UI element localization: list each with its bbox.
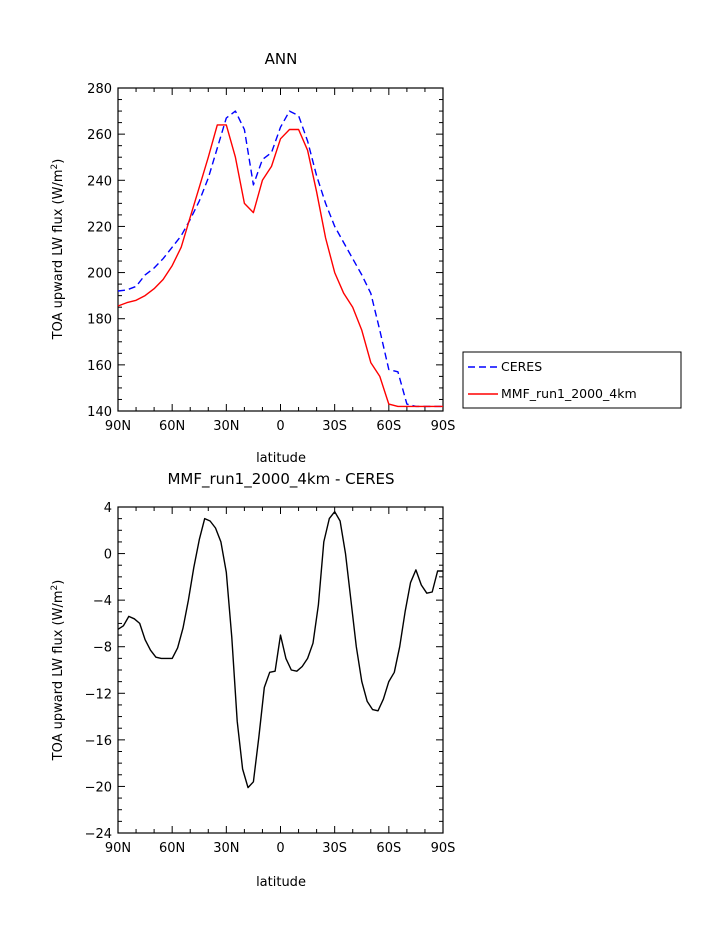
top-y-ticks: 140 160 180 200 220 240 260 280 bbox=[87, 82, 443, 420]
top-y-tick-label: 280 bbox=[87, 82, 112, 97]
bottom-y-ticks: −24 −20 −16 −12 −8 −4 0 4 bbox=[85, 501, 443, 842]
top-x-tick-label: 30N bbox=[213, 419, 239, 434]
bottom-x-tick-label: 30S bbox=[322, 841, 347, 856]
top-x-tick-label: 0 bbox=[276, 419, 284, 434]
bottom-x-tick-label: 0 bbox=[276, 841, 284, 856]
top-x-axis-label: latitude bbox=[256, 451, 306, 466]
bottom-x-tick-label: 30N bbox=[213, 841, 239, 856]
bottom-y-tick-label: −12 bbox=[85, 687, 112, 702]
legend-box bbox=[462, 351, 682, 409]
bottom-y-tick-label: −20 bbox=[85, 780, 112, 795]
bottom-y-tick-label: −24 bbox=[85, 827, 112, 842]
top-x-tick-label: 90S bbox=[431, 419, 456, 434]
bottom-x-tick-label: 60S bbox=[376, 841, 401, 856]
top-series-line-ceres bbox=[117, 110, 443, 408]
top-x-tick-label: 60N bbox=[159, 419, 185, 434]
top-y-axis-label: TOA upward LW flux (W/m2) bbox=[50, 159, 66, 341]
top-y-tick-label: 260 bbox=[87, 128, 112, 143]
bottom-y-tick-label: 4 bbox=[104, 501, 112, 516]
bottom-x-tick-label: 60N bbox=[159, 841, 185, 856]
bottom-x-tick-label: 90S bbox=[431, 841, 456, 856]
bottom-y-tick-label: −4 bbox=[93, 594, 112, 609]
top-plot-frame bbox=[117, 87, 444, 412]
top-x-ticks: 90N 60N 30N 0 30S 60S 90S bbox=[105, 88, 456, 434]
legend: CERES MMF_run1_2000_4km bbox=[462, 351, 682, 409]
bottom-y-axis-label: TOA upward LW flux (W/m2) bbox=[50, 580, 66, 762]
legend-label-ceres: CERES bbox=[501, 359, 542, 374]
top-x-tick-label: 60S bbox=[376, 419, 401, 434]
bottom-y-tick-label: −8 bbox=[93, 641, 112, 656]
bottom-series-lines bbox=[117, 511, 443, 789]
bottom-y-tick-label: −16 bbox=[85, 734, 112, 749]
top-y-tick-label: 220 bbox=[87, 220, 112, 235]
top-y-tick-label: 240 bbox=[87, 174, 112, 189]
bottom-x-tick-label: 90N bbox=[105, 841, 131, 856]
top-y-tick-label: 160 bbox=[87, 359, 112, 374]
legend-label-mmf: MMF_run1_2000_4km bbox=[501, 386, 637, 401]
top-series-lines bbox=[117, 110, 443, 408]
top-y-tick-label: 140 bbox=[87, 405, 112, 420]
bottom-x-ticks: 90N 60N 30N 0 30S 60S 90S bbox=[105, 507, 456, 856]
top-chart-title: ANN bbox=[265, 50, 298, 68]
top-x-tick-label: 30S bbox=[322, 419, 347, 434]
top-y-tick-label: 200 bbox=[87, 267, 112, 282]
bottom-panel-chart: MMF_run1_2000_4km - CERES −24 −20 −16 −12 −8… bbox=[50, 470, 455, 890]
top-panel-chart: ANN 140 160 180 200 220 240 260 280 90N 60N 30N 0 3… bbox=[50, 50, 682, 466]
top-y-tick-label: 180 bbox=[87, 313, 112, 328]
bottom-chart-title: MMF_run1_2000_4km - CERES bbox=[167, 470, 394, 489]
bottom-x-axis-label: latitude bbox=[256, 875, 306, 890]
top-series-line-mmf-run1-2000-4km bbox=[117, 124, 443, 408]
bottom-y-tick-label: 0 bbox=[104, 548, 112, 563]
top-x-tick-label: 90N bbox=[105, 419, 131, 434]
bottom-series-line-difference bbox=[117, 511, 443, 789]
